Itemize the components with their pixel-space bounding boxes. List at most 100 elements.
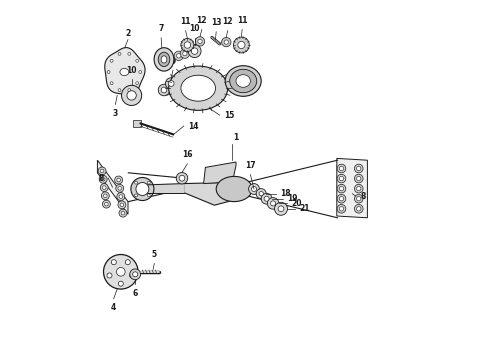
- Circle shape: [111, 260, 116, 265]
- Circle shape: [158, 84, 170, 96]
- Circle shape: [103, 255, 138, 289]
- Ellipse shape: [225, 66, 261, 96]
- Circle shape: [256, 189, 266, 199]
- Circle shape: [180, 49, 190, 58]
- Circle shape: [261, 193, 272, 204]
- Circle shape: [224, 40, 228, 44]
- Polygon shape: [105, 48, 145, 95]
- Circle shape: [357, 186, 361, 191]
- Text: 19: 19: [287, 194, 297, 203]
- Text: 2: 2: [125, 29, 131, 38]
- Circle shape: [147, 181, 150, 184]
- Text: 15: 15: [224, 111, 235, 120]
- Circle shape: [251, 186, 257, 192]
- Circle shape: [188, 45, 201, 58]
- Text: 10: 10: [126, 66, 137, 75]
- Circle shape: [357, 207, 361, 211]
- Text: 6: 6: [133, 289, 138, 298]
- Circle shape: [357, 166, 361, 171]
- Circle shape: [183, 51, 187, 56]
- Text: 10: 10: [189, 24, 200, 33]
- Circle shape: [278, 206, 284, 212]
- Ellipse shape: [230, 69, 257, 93]
- Polygon shape: [204, 162, 236, 184]
- Circle shape: [104, 202, 108, 206]
- Circle shape: [274, 202, 288, 215]
- Circle shape: [354, 164, 363, 173]
- Text: 11: 11: [237, 16, 247, 25]
- Circle shape: [354, 204, 363, 213]
- Polygon shape: [133, 120, 141, 127]
- Circle shape: [259, 192, 263, 196]
- Circle shape: [192, 48, 198, 54]
- Circle shape: [357, 197, 361, 201]
- Circle shape: [337, 164, 346, 173]
- Circle shape: [136, 82, 139, 85]
- Ellipse shape: [236, 75, 250, 87]
- Polygon shape: [98, 160, 128, 214]
- Ellipse shape: [158, 52, 170, 67]
- Circle shape: [136, 59, 139, 62]
- Circle shape: [357, 176, 361, 181]
- Text: 12: 12: [222, 17, 233, 26]
- Text: 20: 20: [292, 199, 302, 208]
- Text: 21: 21: [300, 204, 310, 213]
- Circle shape: [339, 166, 343, 171]
- Circle shape: [99, 175, 107, 183]
- Circle shape: [107, 71, 110, 73]
- Circle shape: [176, 54, 181, 58]
- Circle shape: [101, 192, 109, 200]
- Ellipse shape: [181, 75, 216, 101]
- Circle shape: [339, 186, 343, 191]
- Circle shape: [120, 203, 123, 207]
- Circle shape: [233, 37, 249, 53]
- Circle shape: [118, 53, 121, 55]
- Ellipse shape: [154, 48, 174, 71]
- Circle shape: [135, 194, 138, 197]
- Circle shape: [166, 78, 177, 89]
- Text: 4: 4: [111, 303, 116, 312]
- Circle shape: [107, 273, 112, 278]
- Circle shape: [130, 269, 141, 280]
- Text: 18: 18: [280, 189, 291, 198]
- Text: 7: 7: [158, 24, 164, 33]
- Text: 14: 14: [188, 122, 198, 131]
- Circle shape: [339, 176, 343, 181]
- Circle shape: [128, 89, 131, 91]
- Circle shape: [128, 53, 131, 55]
- Circle shape: [354, 194, 363, 203]
- Circle shape: [133, 272, 138, 277]
- Circle shape: [221, 37, 231, 47]
- Circle shape: [117, 267, 125, 276]
- Circle shape: [136, 183, 149, 195]
- Circle shape: [169, 81, 174, 86]
- Ellipse shape: [169, 66, 228, 111]
- Circle shape: [100, 169, 104, 173]
- Circle shape: [270, 201, 275, 206]
- Circle shape: [118, 201, 126, 209]
- Text: 16: 16: [182, 150, 193, 159]
- Polygon shape: [337, 158, 368, 218]
- Text: 9: 9: [171, 57, 175, 66]
- Circle shape: [337, 174, 346, 183]
- Circle shape: [115, 176, 122, 184]
- Circle shape: [337, 194, 346, 203]
- Ellipse shape: [216, 176, 252, 202]
- Polygon shape: [184, 182, 248, 205]
- Circle shape: [127, 91, 136, 100]
- Text: 12: 12: [196, 16, 207, 25]
- Circle shape: [196, 37, 205, 46]
- Circle shape: [98, 167, 106, 175]
- Text: 17: 17: [245, 161, 256, 170]
- Circle shape: [102, 200, 110, 208]
- Text: 3: 3: [113, 109, 118, 118]
- Circle shape: [119, 195, 122, 198]
- Circle shape: [121, 211, 125, 215]
- Circle shape: [184, 42, 191, 48]
- Polygon shape: [143, 184, 184, 193]
- Circle shape: [119, 209, 127, 217]
- Circle shape: [122, 85, 142, 105]
- Circle shape: [102, 186, 106, 189]
- Text: 11: 11: [180, 17, 191, 26]
- Circle shape: [181, 39, 194, 51]
